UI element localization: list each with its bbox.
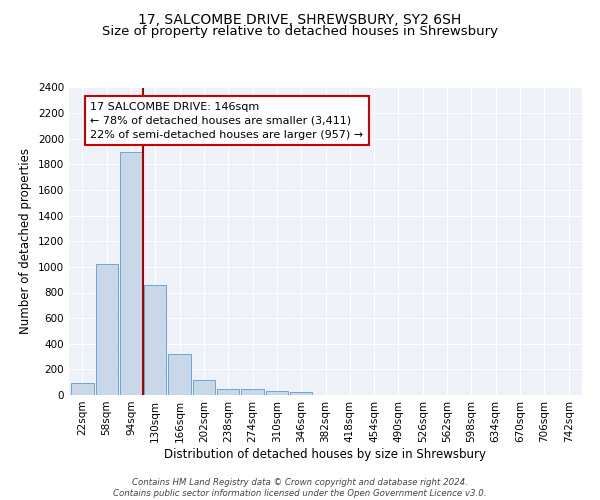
Bar — [290, 392, 313, 395]
Bar — [266, 390, 288, 395]
Y-axis label: Number of detached properties: Number of detached properties — [19, 148, 32, 334]
Bar — [95, 264, 118, 395]
Bar — [169, 354, 191, 395]
Bar — [217, 388, 239, 395]
X-axis label: Distribution of detached houses by size in Shrewsbury: Distribution of detached houses by size … — [164, 448, 487, 460]
Text: 17 SALCOMBE DRIVE: 146sqm
← 78% of detached houses are smaller (3,411)
22% of se: 17 SALCOMBE DRIVE: 146sqm ← 78% of detac… — [90, 102, 363, 140]
Bar — [144, 285, 166, 395]
Bar — [120, 152, 142, 395]
Bar — [193, 380, 215, 395]
Bar — [71, 384, 94, 395]
Text: 17, SALCOMBE DRIVE, SHREWSBURY, SY2 6SH: 17, SALCOMBE DRIVE, SHREWSBURY, SY2 6SH — [139, 12, 461, 26]
Bar — [241, 389, 264, 395]
Text: Size of property relative to detached houses in Shrewsbury: Size of property relative to detached ho… — [102, 25, 498, 38]
Text: Contains HM Land Registry data © Crown copyright and database right 2024.
Contai: Contains HM Land Registry data © Crown c… — [113, 478, 487, 498]
